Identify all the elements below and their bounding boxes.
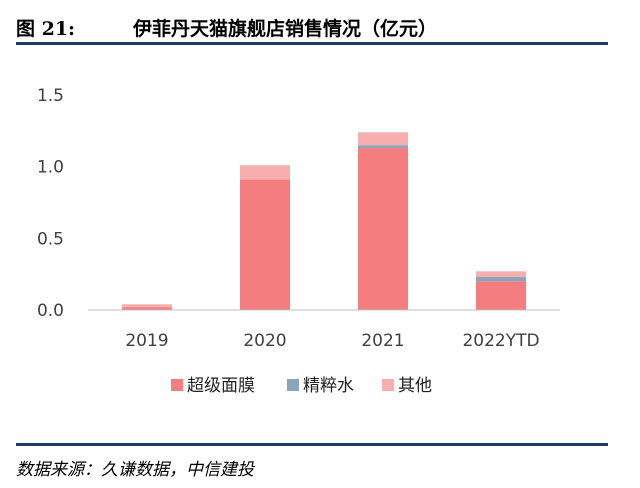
x-tick-label: 2021: [361, 331, 404, 351]
chart-area: 0.0 0.5 1.0 1.5 2019 2020 2021 2022YTD 超级面膜 精粹水…: [37, 86, 560, 396]
y-tick-label: 0.0: [37, 301, 64, 321]
figure-number: 图 21:: [16, 18, 76, 40]
y-axis: 0.0 0.5 1.0 1.5: [37, 86, 64, 321]
bar-segment: [358, 132, 408, 146]
x-tick-label: 2020: [243, 331, 286, 351]
bar-segment: [358, 145, 408, 149]
x-axis-ticks: 2019 2020 2021 2022YTD: [125, 331, 539, 351]
bar-segment: [240, 165, 290, 180]
legend-item: 精粹水: [287, 376, 354, 396]
bar-segment: [476, 281, 526, 310]
bar-segment: [476, 271, 526, 278]
bar-segment: [240, 179, 290, 310]
bar-segment: [122, 304, 172, 308]
legend: 超级面膜 精粹水 其他: [171, 376, 432, 396]
legend-label: 精粹水: [303, 376, 354, 396]
figure-header: 图 21: 伊菲丹天猫旗舰店销售情况（亿元）: [16, 10, 606, 40]
source-note: 数据来源：久谦数据，中信建投: [16, 460, 254, 480]
legend-item: 其他: [382, 376, 432, 396]
y-tick-label: 1.0: [37, 158, 64, 178]
chart-title: 伊菲丹天猫旗舰店销售情况（亿元）: [133, 18, 438, 40]
legend-label: 超级面膜: [187, 376, 255, 396]
legend-swatch: [382, 379, 394, 391]
bottom-rule: [16, 443, 608, 446]
legend-swatch: [171, 379, 183, 391]
bars: [122, 132, 526, 310]
legend-item: 超级面膜: [171, 376, 255, 396]
bar-segment: [476, 277, 526, 282]
y-tick-label: 1.5: [37, 86, 64, 106]
legend-swatch: [287, 379, 299, 391]
legend-label: 其他: [398, 376, 432, 396]
bar-segment: [122, 307, 172, 310]
top-rule: [16, 42, 608, 45]
y-tick-label: 0.5: [37, 229, 64, 249]
x-tick-label: 2019: [125, 331, 168, 351]
bar-segment: [358, 148, 408, 310]
x-tick-label: 2022YTD: [462, 331, 539, 351]
